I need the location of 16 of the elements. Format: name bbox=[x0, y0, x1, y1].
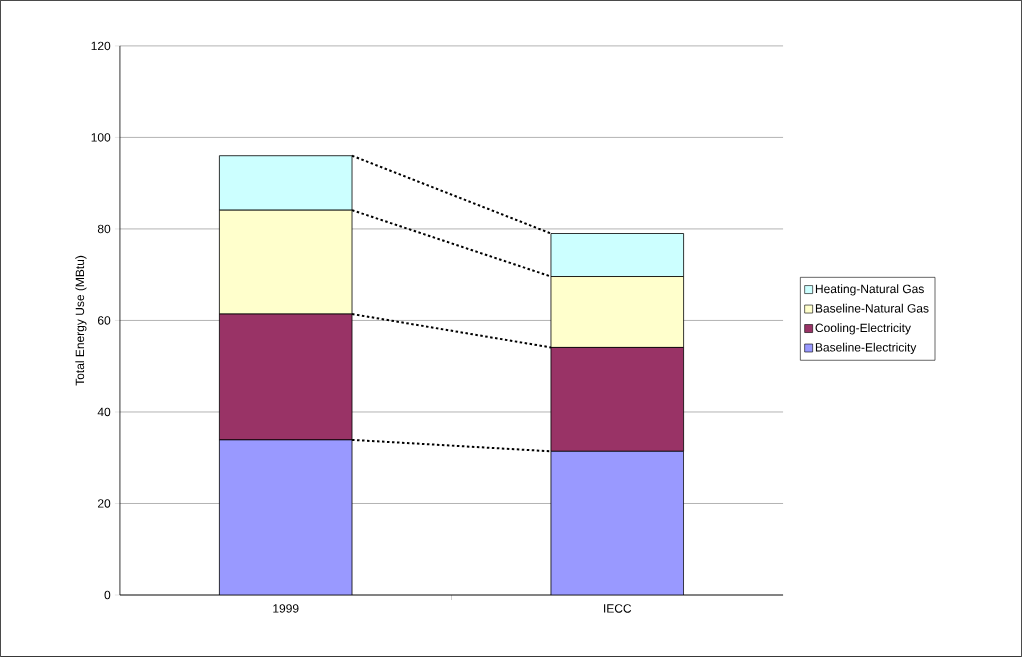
legend-label: Cooling-Electricity bbox=[815, 323, 911, 335]
y-tick-label: 80 bbox=[97, 224, 111, 234]
bar bbox=[550, 450, 684, 596]
y-axis-title: Total Energy Use (MBtu) bbox=[75, 255, 87, 386]
y-tick-label: 40 bbox=[97, 407, 111, 417]
y-tick-label: 20 bbox=[97, 499, 111, 508]
y-tick-label: 120 bbox=[91, 41, 111, 51]
legend-label: Baseline-Electricity bbox=[815, 342, 917, 354]
y-tick-label: 60 bbox=[97, 316, 111, 325]
bar bbox=[219, 439, 353, 596]
legend-label: Heating-Natural Gas bbox=[815, 284, 924, 296]
legend-label: Baseline-Natural Gas bbox=[815, 303, 929, 313]
y-tick-label: 100 bbox=[91, 133, 111, 142]
y-tick-label: 0 bbox=[104, 590, 111, 600]
x-tick-label: 1999 bbox=[273, 604, 299, 613]
x-tick-label: IECC bbox=[604, 604, 632, 613]
